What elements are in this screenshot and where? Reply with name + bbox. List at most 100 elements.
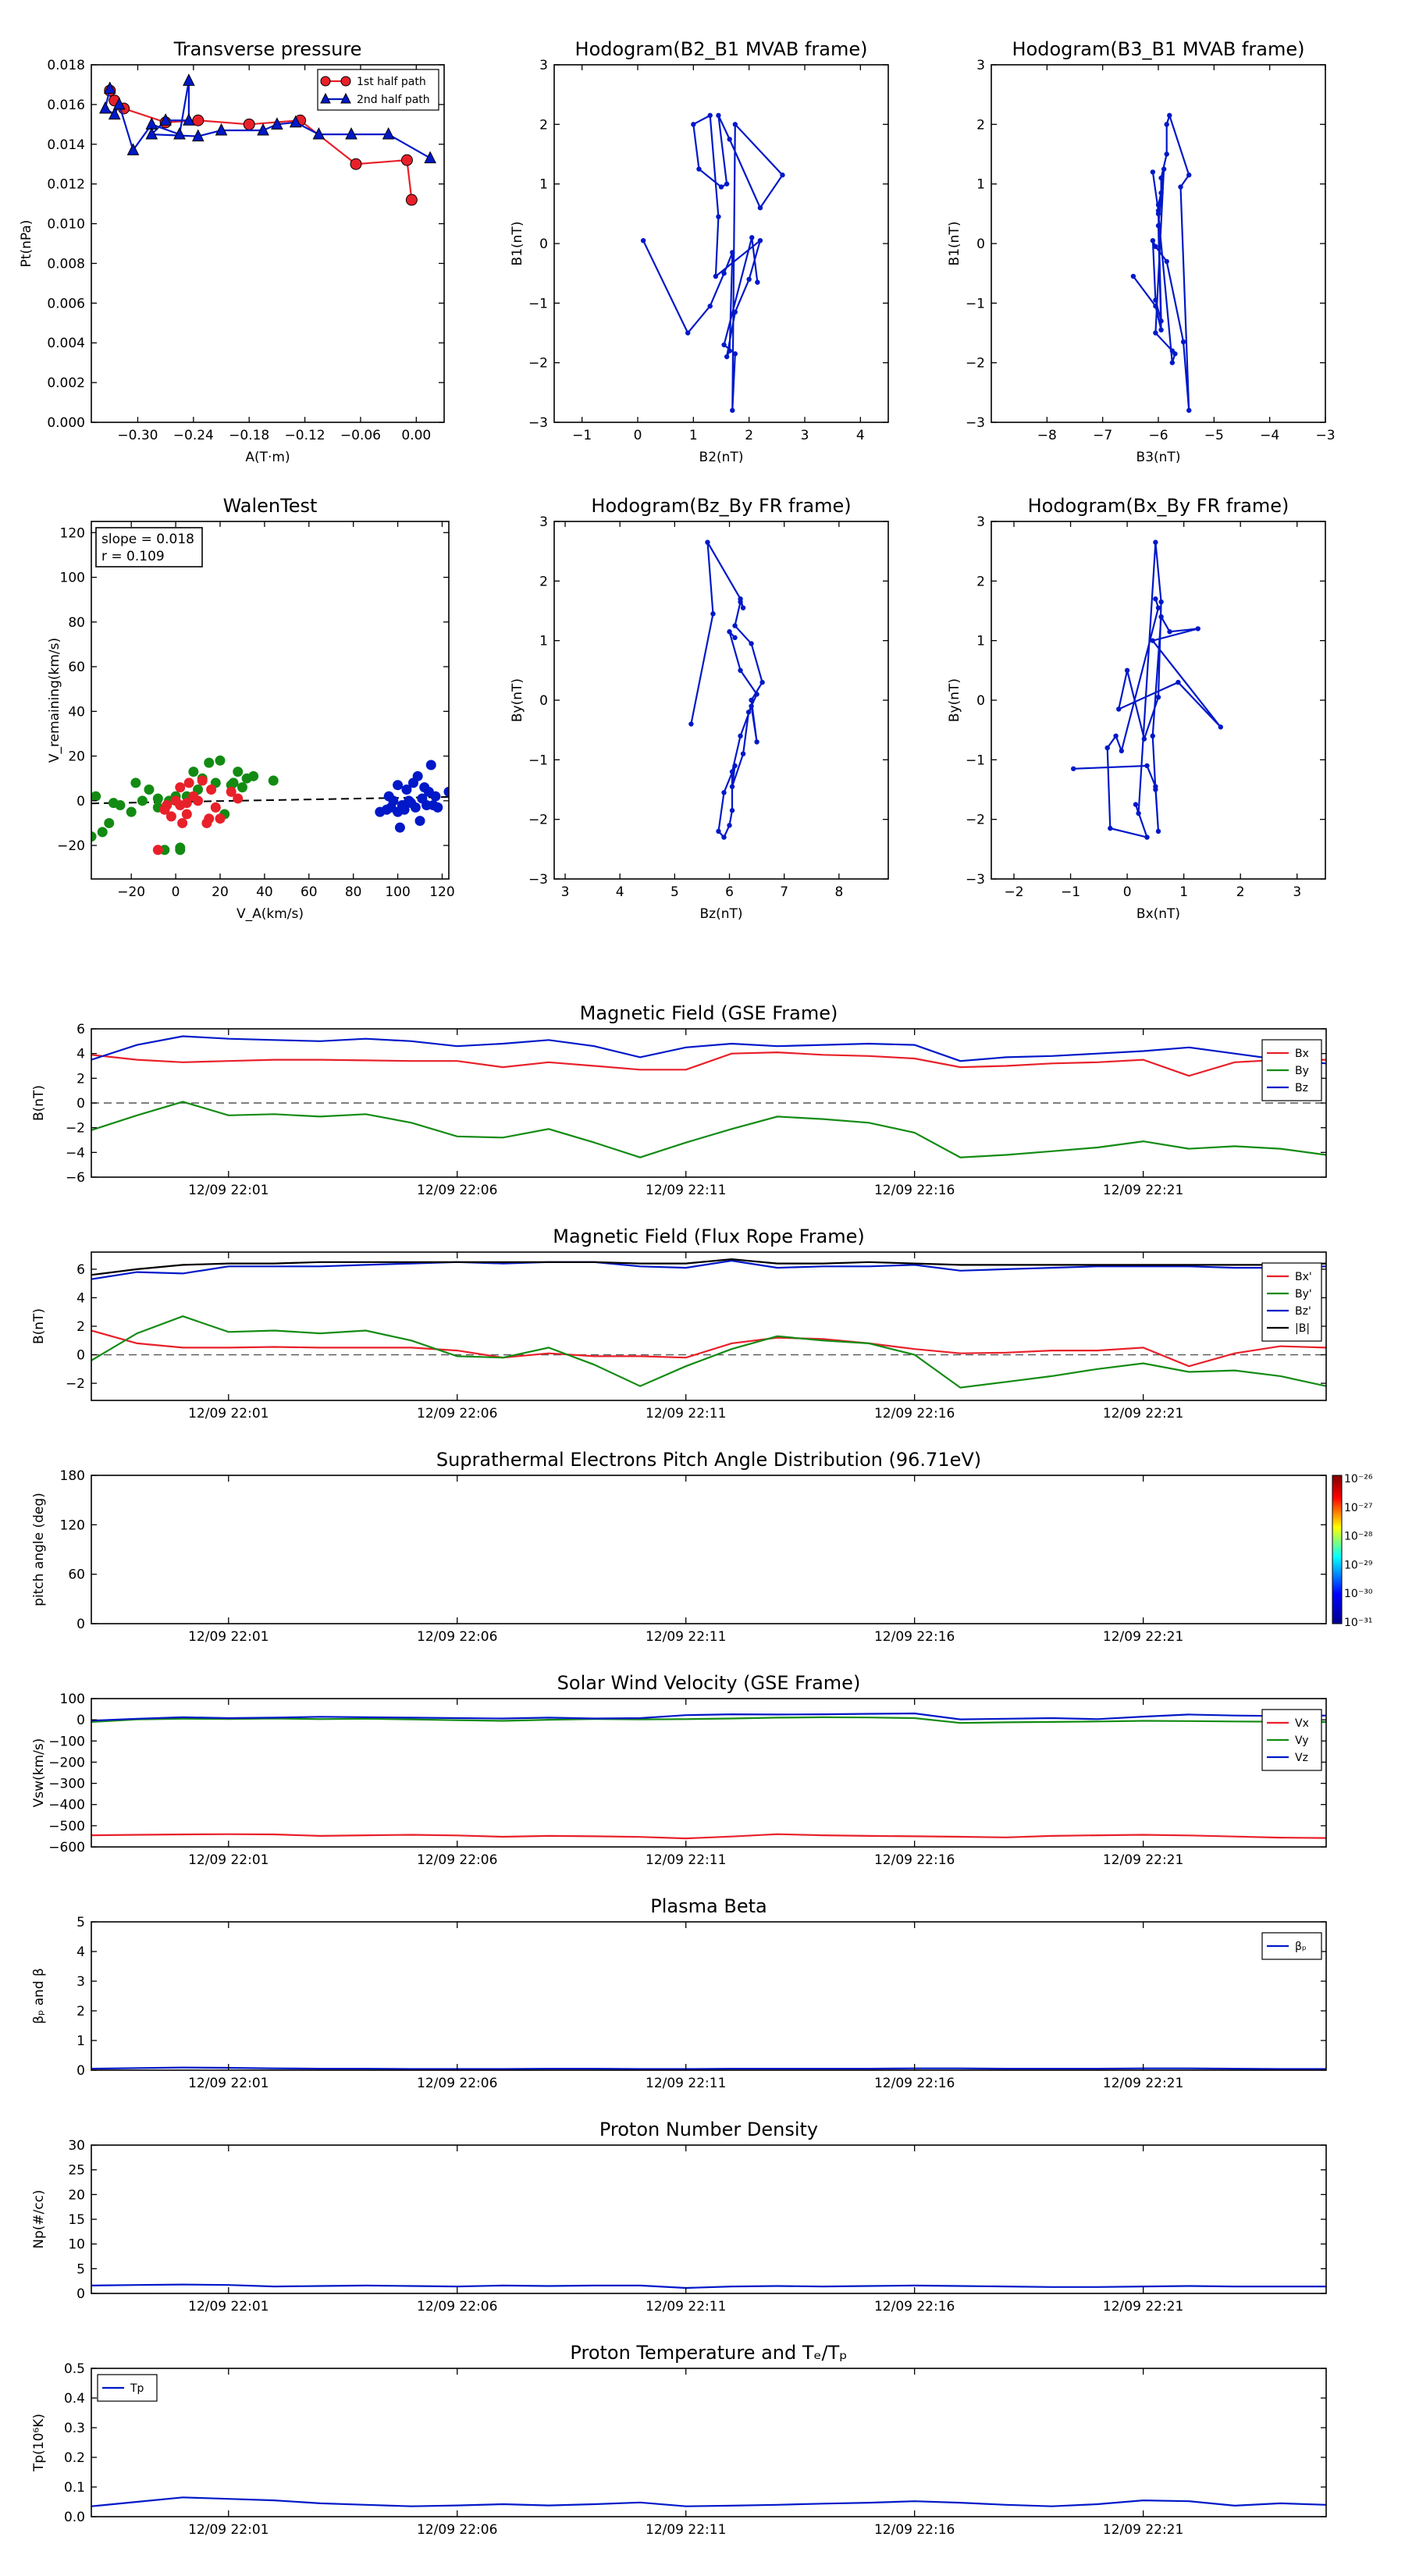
hodogram-b3-b1-ytick-label: 0 [976, 237, 985, 252]
hodogram-b2-b1-plot-area [554, 65, 888, 422]
hodogram-b3-b1-series-0-point [1167, 112, 1172, 119]
hodogram-b2-b1-series-0-point [730, 250, 735, 255]
walen-test-xtick-label: 80 [345, 884, 362, 900]
plasma-beta-plot-area [91, 1922, 1326, 2070]
pitch-angle-ytick-label: 60 [68, 1567, 85, 1583]
mag-gse-panel: 12/09 22:01 12/09 22:06 12/09 22:11 12/09 2… [31, 1002, 1327, 1198]
hodogram-bz-by-series-0-point [727, 823, 732, 828]
hodogram-bx-by-xtick-label: −1 [1061, 884, 1080, 900]
transverse-pressure-xtick-label: −0.24 [173, 428, 214, 443]
velocity-gse-legend-label: Vy [1295, 1735, 1309, 1747]
hodogram-bz-by-ytick-label: 2 [539, 574, 548, 589]
hodogram-bz-by-ytick-label: 3 [539, 514, 548, 530]
transverse-pressure-ytick-label: 0.016 [47, 98, 85, 113]
walen-test-series-0-point [97, 827, 108, 838]
proton-temperature-xtick-label: 12/09 22:21 [1103, 2522, 1183, 2538]
walen-test-series-0-point [144, 785, 155, 795]
proton-density-ytick-label: 5 [76, 2261, 85, 2277]
transverse-pressure-series-1-point [345, 126, 357, 140]
proton-temperature-xtick-label: 12/09 22:01 [188, 2522, 269, 2538]
transverse-pressure-legend-marker [320, 92, 331, 104]
hodogram-bz-by-xtick-label: 3 [561, 884, 570, 900]
velocity-gse-ytick-label: −300 [48, 1777, 85, 1792]
walen-test-series-1-point [181, 809, 192, 820]
mag-gse-series-1-line [91, 1101, 1326, 1158]
hodogram-b3-b1-series-0-point [1153, 244, 1158, 250]
walen-test-series-0-point [115, 800, 126, 811]
hodogram-b2-b1-ytick-label: 2 [539, 117, 548, 133]
hodogram-b2-b1-ytick-label: −1 [528, 296, 548, 311]
mag-gse-xtick-label: 12/09 22:21 [1103, 1183, 1183, 1198]
hodogram-b3-b1-ytick-label: 2 [976, 117, 985, 133]
hodogram-b2-b1-series-0-point [757, 237, 763, 244]
hodogram-b3-b1-ytick-label: −1 [966, 296, 985, 311]
walen-test-series-0-point [188, 767, 199, 777]
hodogram-b2-b1-series-0-point [780, 173, 785, 178]
transverse-pressure-series-1-point [112, 97, 126, 110]
walen-test-title: WalenTest [223, 495, 318, 517]
proton-temperature-xtick-label: 12/09 22:11 [646, 2522, 726, 2538]
transverse-pressure-series-1-point [159, 113, 172, 126]
transverse-pressure-series-1-point [108, 107, 121, 120]
pitch-angle-plot-area [91, 1475, 1326, 1624]
mag-gse-legend-label: Bz [1295, 1082, 1308, 1094]
walen-test-series-1-point [204, 813, 215, 824]
plasma-beta-xtick-label: 12/09 22:21 [1103, 2076, 1183, 2091]
transverse-pressure-ylabel: Pt(nPa) [19, 220, 34, 268]
transverse-pressure-plot-area [91, 65, 444, 422]
velocity-gse-xtick-label: 12/09 22:06 [417, 1852, 497, 1868]
velocity-gse-xtick-label: 12/09 22:21 [1103, 1852, 1183, 1868]
transverse-pressure-xtick-label: 0.00 [401, 428, 431, 443]
walen-test-xtick-label: 20 [212, 884, 229, 900]
hodogram-bx-by-series-0-point [1155, 694, 1161, 700]
transverse-pressure-series-1-point [173, 126, 186, 140]
hodogram-bz-by-xtick-label: 5 [670, 884, 679, 900]
pitch-angle-xtick-label: 12/09 22:01 [188, 1629, 269, 1645]
pitch-angle-title: Suprathermal Electrons Pitch Angle Distr… [436, 1449, 981, 1471]
mag-fr-series-2-line [91, 1259, 1326, 1280]
hodogram-bx-by-series-0-point [1158, 599, 1164, 605]
mag-gse-ytick-label: 4 [76, 1047, 85, 1062]
hodogram-bz-by-series-0-point [749, 703, 754, 709]
hodogram-b3-b1-series-0-point [1169, 360, 1176, 365]
hodogram-b3-b1-xtick-label: −4 [1260, 428, 1279, 443]
hodogram-b3-b1-series-0-point [1178, 184, 1183, 190]
hodogram-bx-by-series-0-point [1195, 626, 1200, 632]
hodogram-b3-b1-series-0-point [1153, 297, 1158, 303]
hodogram-b2-b1-series-0-point [713, 273, 719, 279]
walen-test-series-1-point [226, 786, 237, 797]
hodogram-bx-by-series-0-point [1153, 787, 1158, 792]
mag-fr-series-1-line [91, 1315, 1326, 1389]
walen-test-series-0-point [228, 777, 239, 788]
hodogram-bz-by-series-0-point [729, 808, 735, 813]
walen-test-series-2-point [414, 816, 425, 827]
mag-fr-series-3-line [91, 1258, 1326, 1276]
transverse-pressure-ytick-label: 0.004 [47, 336, 85, 351]
hodogram-b3-b1-series-0-point [1155, 222, 1161, 229]
transverse-pressure-legend [317, 69, 439, 111]
velocity-gse-panel: 12/09 22:01 12/09 22:06 12/09 22:11 12/09 2… [31, 1672, 1327, 1868]
velocity-gse-xtick-label: 12/09 22:16 [874, 1852, 955, 1868]
hodogram-bx-by-series-0-point [1124, 667, 1130, 674]
hodogram-b3-b1-series-0-point [1186, 173, 1192, 178]
hodogram-bx-by-ytick-label: −3 [966, 872, 985, 888]
hodogram-b2-b1-series-0-point [685, 330, 691, 336]
hodogram-b2-b1-series-0-point [724, 354, 730, 360]
walen-test-series-1-point [233, 793, 244, 804]
hodogram-b2-b1-series-0-point [755, 279, 760, 285]
walen-test-series-2-point [410, 802, 421, 813]
plasma-beta-ylabel: βₚ and β [31, 1968, 47, 2024]
hodogram-bx-by-series-0-point [1144, 834, 1150, 840]
mag-fr-plot-area [91, 1252, 1326, 1400]
hodogram-b2-b1-series-0-point [724, 181, 730, 187]
velocity-gse-series-1-line [91, 1716, 1326, 1724]
transverse-pressure-series-1-point [103, 81, 116, 94]
hodogram-b3-b1-series-0-point [1153, 330, 1158, 336]
walen-test-xtick-label: 120 [429, 884, 454, 900]
hodogram-b3-b1-series-0-point [1155, 202, 1161, 208]
mag-fr-ytick-label: 2 [76, 1319, 85, 1335]
walen-test-series-2-point [393, 780, 404, 791]
plasma-beta-frame [91, 1921, 1327, 2071]
walen-test-ytick-label: 60 [68, 660, 85, 675]
proton-temperature-xtick-label: 12/09 22:16 [874, 2522, 955, 2538]
